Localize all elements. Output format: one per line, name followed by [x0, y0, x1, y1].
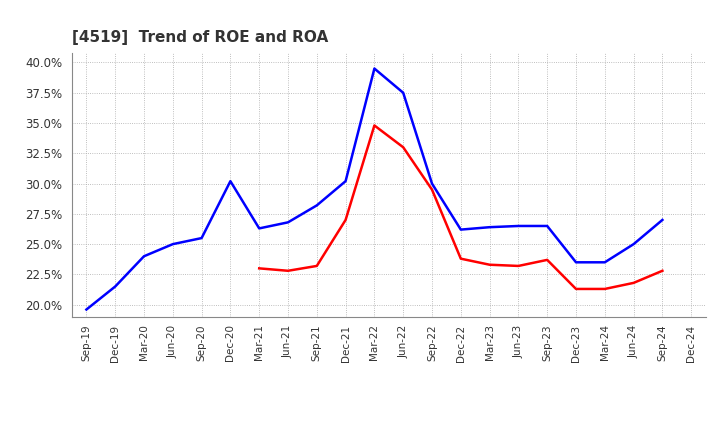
ROE — [312, 263, 321, 268]
ROA — [600, 260, 609, 265]
ROA — [341, 179, 350, 184]
ROA — [543, 224, 552, 229]
ROA — [284, 220, 292, 225]
ROA — [226, 179, 235, 184]
ROE — [428, 187, 436, 192]
ROA — [572, 260, 580, 265]
Line: ROE: ROE — [259, 125, 662, 289]
ROA — [399, 90, 408, 95]
ROA — [428, 181, 436, 186]
ROA — [514, 224, 523, 229]
ROA — [370, 66, 379, 71]
ROE — [485, 262, 494, 268]
ROA — [197, 235, 206, 241]
ROE — [658, 268, 667, 273]
ROA — [456, 227, 465, 232]
ROA — [111, 284, 120, 289]
ROE — [543, 257, 552, 263]
ROA — [658, 217, 667, 223]
ROA — [140, 253, 148, 259]
ROA — [168, 242, 177, 247]
ROE — [456, 256, 465, 261]
ROE — [572, 286, 580, 292]
ROE — [399, 145, 408, 150]
ROE — [255, 266, 264, 271]
ROE — [341, 217, 350, 223]
ROA — [82, 307, 91, 312]
Text: [4519]  Trend of ROE and ROA: [4519] Trend of ROE and ROA — [72, 29, 328, 45]
ROA — [485, 224, 494, 230]
ROE — [514, 263, 523, 268]
ROA — [312, 203, 321, 208]
ROE — [629, 280, 638, 286]
ROE — [284, 268, 292, 273]
ROE — [370, 123, 379, 128]
ROA — [629, 242, 638, 247]
ROE — [600, 286, 609, 292]
ROA — [255, 226, 264, 231]
Line: ROA: ROA — [86, 69, 662, 309]
